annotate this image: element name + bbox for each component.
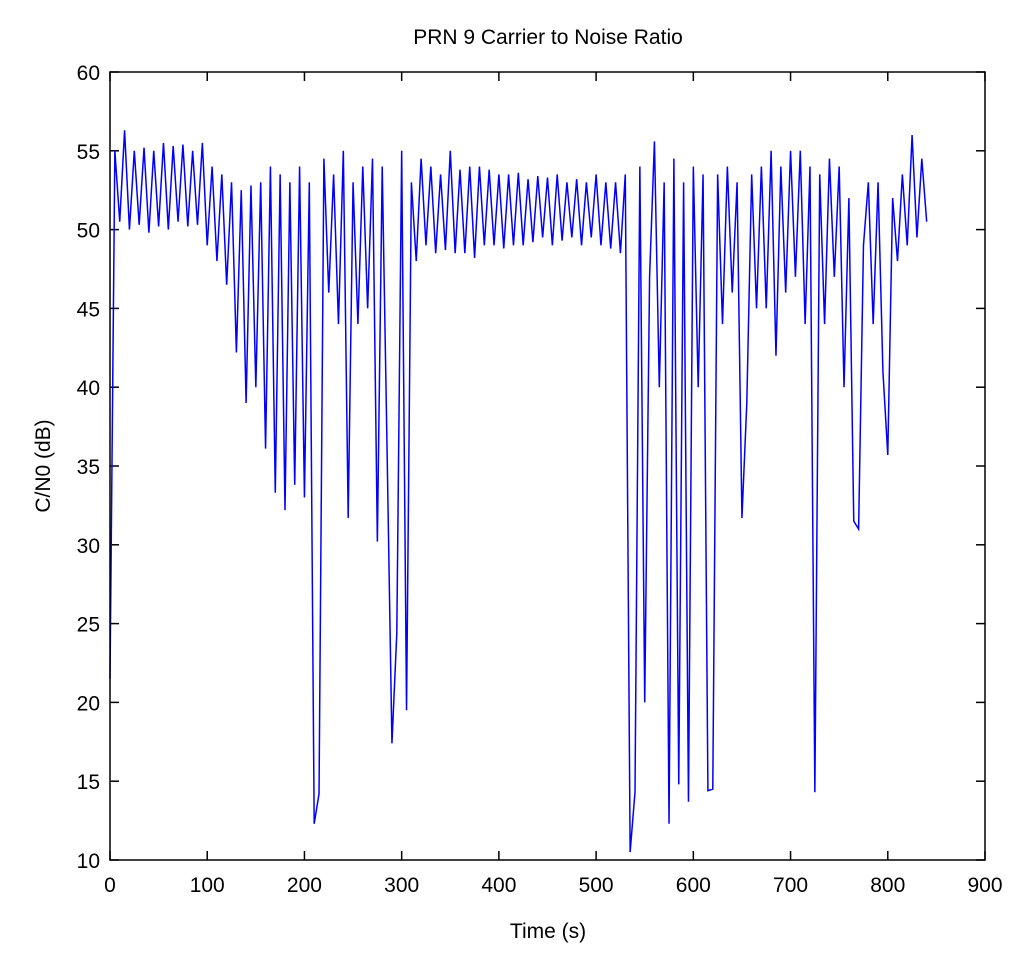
chart-title: PRN 9 Carrier to Noise Ratio [413,26,683,49]
x-tick-label: 600 [676,874,711,897]
data-line [109,130,928,853]
y-tick-label: 10 [77,850,100,873]
x-tick-label: 100 [190,874,225,897]
plot-frame [109,71,986,861]
x-tick-label: 900 [967,874,1002,897]
y-tick-label: 30 [77,535,100,558]
x-tick-label: 700 [773,874,808,897]
y-tick-label: 40 [77,377,100,400]
x-tick-label: 0 [104,874,116,897]
x-axis-label: Time (s) [510,920,586,943]
x-tick-label: 300 [384,874,419,897]
y-tick-label: 15 [77,771,100,794]
x-tick-label: 400 [481,874,516,897]
y-tick-label: 20 [77,692,100,715]
y-tick-label: 35 [77,456,100,479]
y-axis-label: C/N0 (dB) [32,419,55,512]
y-tick-label: 55 [77,141,100,164]
y-tick-label: 60 [77,62,100,85]
y-tick-label: 45 [77,298,100,321]
x-tick-label: 800 [870,874,905,897]
x-tick-label: 200 [287,874,322,897]
y-tick-label: 25 [77,614,100,637]
x-tick-label: 500 [579,874,614,897]
y-tick-label: 50 [77,220,100,243]
